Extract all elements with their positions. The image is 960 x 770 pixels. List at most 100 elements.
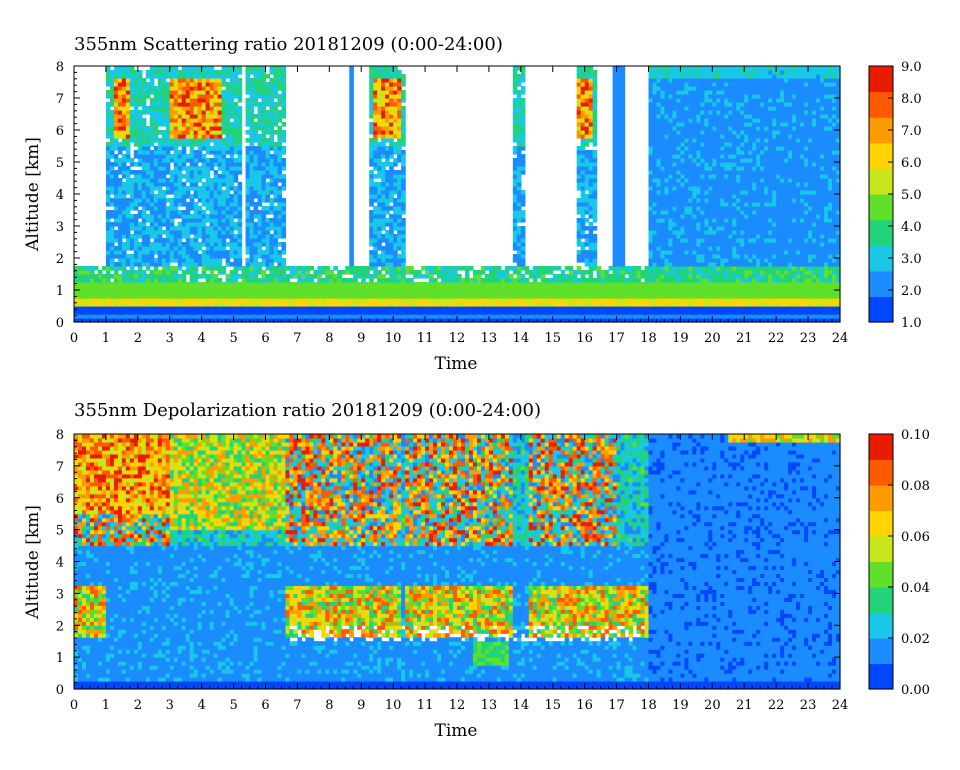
heatmap-cell [201,314,207,319]
heatmap-cell [157,210,163,215]
heatmap-cell [608,318,614,323]
heatmap-cell [397,306,402,311]
heatmap-cell [109,190,115,195]
heatmap-cell [217,90,223,95]
heatmap-cell [564,290,570,295]
heatmap-cell [568,306,574,311]
heatmap-cell [584,282,590,287]
heatmap-cell [205,130,211,135]
heatmap-cell [652,278,658,283]
heatmap-cell [245,266,251,271]
heatmap-cell [121,138,127,143]
heatmap-cell [161,246,167,251]
heatmap-cell [373,290,378,295]
heatmap-cell [221,126,227,131]
heatmap-cell [189,154,195,159]
heatmap-cell [229,302,235,307]
heatmap-cell [253,86,259,91]
heatmap-cell [349,298,354,303]
heatmap-cell [197,254,203,259]
heatmap-cell [101,266,107,271]
heatmap-cell [648,110,654,115]
heatmap-cell [145,290,151,295]
heatmap-cell [149,70,155,75]
heatmap-cell [508,286,514,291]
heatmap-cell [181,82,187,87]
heatmap-cell [409,266,414,271]
heatmap-cell [584,306,590,311]
heatmap-cell [337,306,342,311]
heatmap-cell [161,130,167,135]
heatmap-cell [249,178,255,183]
heatmap-cell [213,202,219,207]
heatmap-cell [289,318,295,323]
heatmap-cell [265,174,271,179]
heatmap-cell [137,150,143,155]
heatmap-cell [161,318,167,323]
heatmap-cell [189,246,195,251]
heatmap-cell [233,166,239,171]
heatmap-cell [500,278,506,283]
heatmap-cell [333,302,338,307]
heatmap-cell [145,146,151,151]
heatmap-cell [237,126,243,131]
heatmap-cell [245,282,251,287]
heatmap-cell [261,150,267,155]
heatmap-cell [213,86,219,91]
heatmap-cell [245,166,251,171]
heatmap-cell [361,282,366,287]
heatmap-cell [161,86,167,91]
heatmap-cell [616,238,622,243]
heatmap-cell [225,234,231,239]
heatmap-cell [269,210,275,215]
heatmap-cell [125,246,131,251]
heatmap-cell [269,302,275,307]
heatmap-cell [197,294,203,299]
heatmap-cell [165,74,171,79]
heatmap-cell [169,286,175,291]
heatmap-cell [173,170,179,175]
heatmap-cell [644,302,650,307]
heatmap-cell [121,110,127,115]
heatmap-cell [429,290,434,295]
heatmap-cell [516,266,522,271]
heatmap-cell [121,134,127,139]
heatmap-cell [197,102,203,107]
heatmap-cell [532,294,538,299]
heatmap-cell [209,210,215,215]
heatmap-cell [393,102,398,107]
heatmap-cell [584,158,590,163]
heatmap-cell [301,306,306,311]
heatmap-cell [584,310,590,315]
heatmap-cell [652,186,658,191]
heatmap-cell [145,174,151,179]
heatmap-cell [417,298,422,303]
heatmap-cell [241,270,247,275]
heatmap-cell [257,138,263,143]
heatmap-cell [245,170,251,175]
heatmap-cell [393,82,398,87]
heatmap-cell [512,210,518,215]
heatmap-cell [397,114,402,119]
heatmap-cell [576,90,582,95]
heatmap-cell [373,234,378,239]
heatmap-cell [377,78,382,83]
heatmap-cell [620,178,626,183]
heatmap-cell [612,290,618,295]
heatmap-cell [121,78,127,83]
heatmap-cell [117,118,123,123]
heatmap-cell [157,262,163,267]
heatmap-cell [213,250,219,255]
heatmap-cell [249,202,255,207]
heatmap-cell [349,198,354,203]
heatmap-cell [616,174,622,179]
heatmap-cell [540,306,546,311]
heatmap-cell [281,134,287,139]
heatmap-cell [405,294,410,299]
heatmap-cell [552,274,558,279]
heatmap-cell [265,210,271,215]
heatmap-cell [373,210,378,215]
heatmap-cell [321,298,326,303]
heatmap-cell [225,146,231,151]
heatmap-cell [616,310,622,315]
